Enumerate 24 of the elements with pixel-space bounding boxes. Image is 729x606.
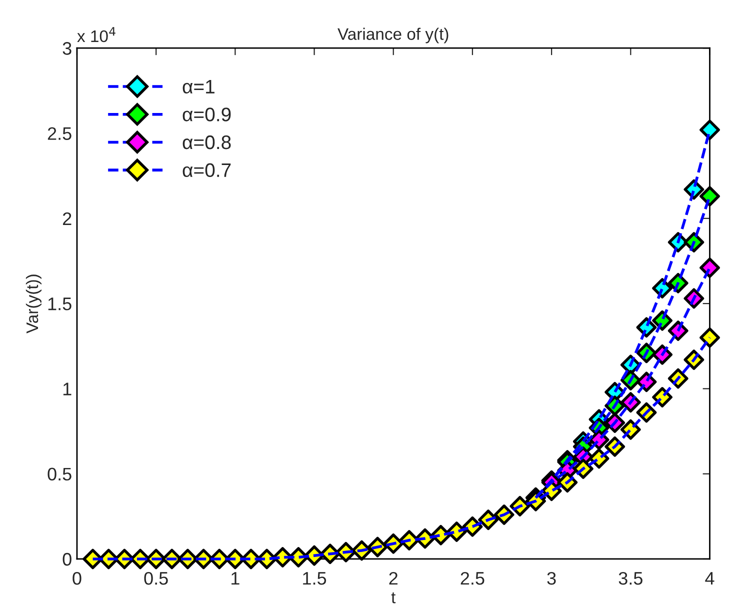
x-tick-label: 0.5 xyxy=(144,572,168,585)
text: x 10$^{4}$ xyxy=(77,27,116,42)
y-axis-title: Var(y(t)) xyxy=(26,274,42,334)
x-tick-label: 2 xyxy=(389,572,398,585)
legend-label: α=0.7 xyxy=(182,163,231,178)
y-tick-label: 2 xyxy=(62,212,72,225)
y-tick-label: 3 xyxy=(62,42,72,55)
x-tick-label: 1 xyxy=(232,572,240,585)
y-tick-label: 2.5 xyxy=(48,127,72,140)
x-axis-title: t xyxy=(391,592,396,604)
x-tick-label: 4 xyxy=(705,572,714,585)
legend-label: α=0.8 xyxy=(182,135,231,150)
x-tick-label: 1.5 xyxy=(303,572,326,585)
legend-label: α=1 xyxy=(182,80,214,94)
y-tick-label: 1.5 xyxy=(48,298,72,310)
y-tick-label: 0.5 xyxy=(48,468,72,481)
chart-title: Variance of y(t) xyxy=(338,28,448,44)
legend-label: α=0.9 xyxy=(182,108,231,122)
x-tick-label: 3 xyxy=(547,572,556,585)
x-tick-label: 2.5 xyxy=(460,572,484,585)
x-tick-label: 0 xyxy=(72,572,82,585)
x-tick-label: 3.5 xyxy=(618,572,642,585)
y-tick-label: 1 xyxy=(63,382,72,396)
y-tick-label: 0 xyxy=(62,552,72,566)
